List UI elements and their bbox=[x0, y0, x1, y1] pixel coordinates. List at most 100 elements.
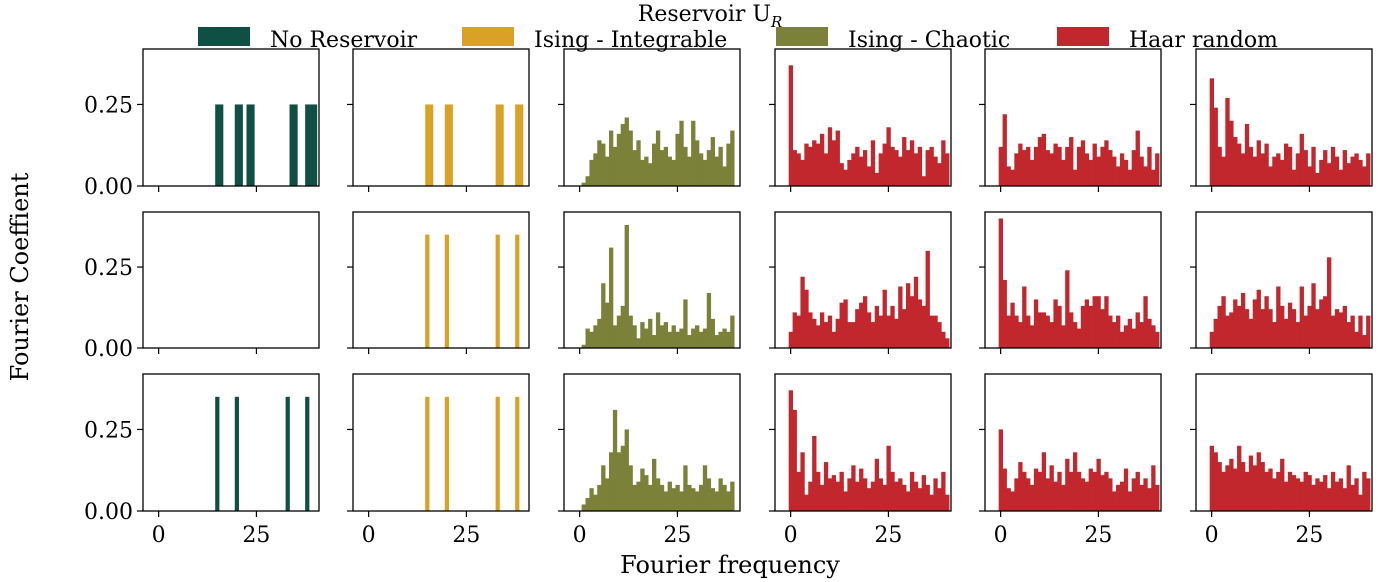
bar bbox=[726, 491, 731, 511]
bar bbox=[890, 305, 895, 348]
bar bbox=[1295, 153, 1301, 186]
bar bbox=[1358, 315, 1363, 348]
bar bbox=[906, 491, 911, 511]
bar bbox=[1346, 322, 1351, 348]
bar bbox=[870, 140, 876, 186]
bar bbox=[812, 140, 817, 186]
bar bbox=[714, 491, 719, 511]
bar bbox=[640, 468, 645, 511]
bar bbox=[1280, 305, 1285, 348]
x-tick-label: 25 bbox=[452, 523, 480, 548]
bar bbox=[444, 234, 449, 348]
bar bbox=[581, 504, 586, 511]
bar bbox=[425, 396, 430, 511]
bar bbox=[933, 478, 938, 511]
bar bbox=[1053, 299, 1058, 348]
bar bbox=[640, 322, 645, 348]
bar bbox=[1127, 318, 1133, 348]
x-tick-label: 0 bbox=[1205, 523, 1219, 548]
bar bbox=[1284, 318, 1289, 348]
panel: 0 25 bbox=[347, 373, 530, 548]
bar bbox=[1104, 471, 1109, 511]
y-axis-label: Fourier Coeffient bbox=[6, 172, 34, 381]
bar bbox=[1248, 455, 1254, 511]
chart-title-subscript: R bbox=[770, 13, 782, 31]
bar bbox=[698, 153, 704, 186]
bar bbox=[1037, 312, 1043, 348]
bar bbox=[1280, 159, 1285, 186]
bar bbox=[937, 322, 942, 348]
y-tick-label: 0.25 bbox=[84, 93, 133, 118]
bar bbox=[1069, 471, 1074, 511]
bar bbox=[878, 315, 883, 348]
bar bbox=[1108, 315, 1113, 348]
bar bbox=[894, 150, 899, 186]
y-tick-label: 0.00 bbox=[84, 337, 133, 362]
bar bbox=[620, 445, 626, 511]
bar bbox=[659, 484, 665, 511]
bar bbox=[1252, 156, 1258, 186]
bar bbox=[866, 166, 872, 186]
bar bbox=[1330, 315, 1336, 348]
bar bbox=[925, 484, 930, 511]
bar bbox=[1362, 166, 1367, 186]
bar bbox=[1057, 305, 1062, 348]
bar bbox=[1217, 146, 1222, 186]
panel-frame bbox=[774, 48, 952, 187]
bar bbox=[1303, 315, 1308, 348]
bar bbox=[816, 471, 821, 511]
bar bbox=[1272, 156, 1277, 186]
bar bbox=[1127, 491, 1133, 511]
bar bbox=[605, 478, 610, 511]
x-tick-label: 0 bbox=[994, 523, 1008, 548]
bar bbox=[1229, 458, 1234, 511]
panel-frame bbox=[142, 373, 320, 512]
bar bbox=[608, 130, 614, 186]
bar bbox=[628, 315, 633, 348]
bar bbox=[305, 104, 310, 186]
bar bbox=[847, 322, 852, 348]
bar bbox=[921, 176, 926, 186]
panel bbox=[979, 211, 1162, 354]
bar bbox=[687, 484, 692, 511]
x-axis-label: Fourier frequency bbox=[620, 551, 840, 579]
bar bbox=[1088, 159, 1093, 186]
bar bbox=[652, 143, 657, 186]
bar bbox=[1061, 325, 1066, 348]
bar bbox=[1342, 488, 1347, 511]
bar bbox=[1155, 153, 1160, 186]
bar bbox=[1307, 305, 1312, 348]
panel bbox=[558, 48, 741, 192]
bar bbox=[1029, 159, 1035, 186]
bar bbox=[1209, 78, 1214, 186]
panel bbox=[769, 211, 952, 354]
bar bbox=[945, 494, 950, 511]
bar bbox=[1350, 484, 1355, 511]
bar bbox=[425, 104, 430, 186]
bar bbox=[874, 172, 880, 186]
bar bbox=[1135, 312, 1140, 348]
panel: 0 25 bbox=[558, 373, 741, 548]
bar bbox=[655, 478, 661, 511]
panel: 0 25 bbox=[769, 373, 952, 548]
bar bbox=[683, 465, 688, 511]
bar bbox=[628, 465, 633, 511]
bar bbox=[788, 65, 793, 186]
bar bbox=[1330, 471, 1336, 511]
bar bbox=[1096, 296, 1101, 348]
bar bbox=[1123, 468, 1129, 511]
bar bbox=[929, 494, 934, 511]
bar bbox=[1033, 299, 1039, 348]
bar bbox=[1327, 163, 1332, 186]
bar bbox=[1033, 146, 1039, 186]
bar bbox=[730, 481, 735, 511]
panel bbox=[347, 48, 530, 192]
bar bbox=[800, 452, 805, 511]
bar bbox=[898, 286, 903, 348]
bar bbox=[917, 299, 923, 348]
bar bbox=[1295, 322, 1301, 348]
bar bbox=[913, 481, 919, 511]
bar bbox=[1014, 315, 1019, 348]
bar bbox=[1033, 468, 1039, 511]
bar bbox=[1116, 484, 1121, 511]
